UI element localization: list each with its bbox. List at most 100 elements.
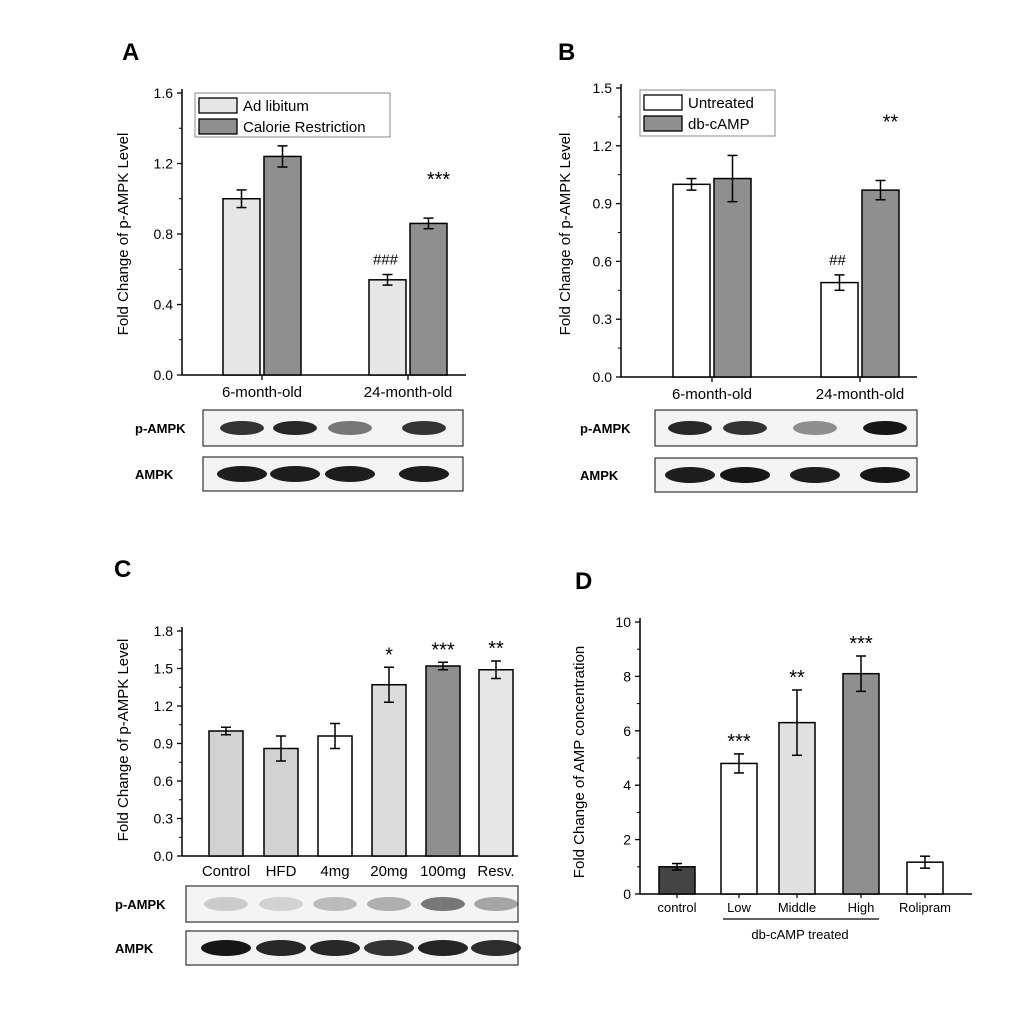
panel-c-blot-band-ampk (310, 940, 360, 956)
panel-c-blot-band-ampk (418, 940, 468, 956)
panel-c-y-tick-label: 0.0 (154, 848, 174, 864)
panel-b-blot-label-p-ampk: p-AMPK (580, 421, 631, 436)
panel-c-blot-band-ampk (201, 940, 251, 956)
panel-a-significance-label: *** (427, 169, 451, 191)
panel-c-blot-band-p-ampk (367, 897, 411, 911)
panel-d-y-axis-label: Fold Change of AMP concentration (571, 646, 588, 878)
panel-c-y-tick-label: 1.8 (154, 623, 174, 639)
panel-a-y-tick-label: 0.0 (154, 367, 174, 383)
panel-d-group-label: db-cAMP treated (751, 927, 848, 942)
panel-b-bar (861, 189, 900, 378)
panel-a-x-tick-label: 6-month-old (222, 384, 302, 401)
panel-d-y-tick-label: 8 (623, 668, 631, 684)
panel-c-bar (317, 735, 353, 857)
panel-a-legend-label: Ad libitum (243, 98, 309, 115)
panel-c-y-tick-label: 1.2 (154, 698, 174, 714)
panel-c-blot-label-p-ampk: p-AMPK (115, 897, 166, 912)
panel-a-legend-swatch (198, 118, 238, 135)
panel-c-blot-label-ampk: AMPK (115, 941, 154, 956)
panel-c-x-tick-label: 20mg (370, 863, 408, 880)
panel-c-bar (208, 730, 244, 857)
panel-d-significance-label: *** (849, 633, 873, 655)
panel-c-bar (371, 684, 407, 857)
panel-a-blot-band-ampk (217, 466, 267, 482)
panel-b-x-tick-label: 6-month-old (672, 386, 752, 403)
panel-c-y-tick-label: 0.3 (154, 811, 174, 827)
panel-a-significance-label: ### (373, 252, 399, 269)
panel-b-blot-band-ampk (720, 467, 770, 483)
panel-a-x-tick-label: 24-month-old (364, 384, 452, 401)
panel-b-legend-swatch (643, 94, 683, 111)
panel-d-x-tick-label: Low (727, 900, 751, 915)
panel-a-blot-band-p-ampk (273, 421, 317, 435)
panel-c-y-tick-label: 0.6 (154, 773, 174, 789)
panel-c-bar (478, 669, 514, 857)
panel-d-bar (778, 721, 816, 895)
panel-a-bar (409, 222, 448, 376)
panel-a-y-tick-label: 1.6 (154, 85, 174, 101)
panel-d-x-tick-label: control (657, 900, 696, 915)
panel-c-x-tick-label: 4mg (320, 863, 349, 880)
panel-b-blot-band-p-ampk (723, 421, 767, 435)
panel-b-x-tick-label: 24-month-old (816, 386, 904, 403)
panel-c-blot-band-p-ampk (474, 897, 518, 911)
panel-c-x-tick-label: Resv. (477, 863, 514, 880)
panel-b-y-tick-label: 0.9 (593, 196, 613, 212)
panel-a-blot-band-ampk (399, 466, 449, 482)
panel-c-blot-band-ampk (256, 940, 306, 956)
panel-b-blot-band-ampk (665, 467, 715, 483)
panel-c-blot-band-ampk (471, 940, 521, 956)
panel-b-y-tick-label: 1.2 (593, 138, 613, 154)
panel-b-legend-swatch (643, 115, 683, 132)
panel-c-blot-band-p-ampk (421, 897, 465, 911)
panel-d-bar (842, 672, 880, 895)
panel-c-y-tick-label: 0.9 (154, 736, 174, 752)
panel-c-bar (263, 747, 299, 857)
panel-c-blot-band-p-ampk (259, 897, 303, 911)
panel-a-bar (263, 155, 302, 376)
panel-c-y-tick-label: 1.5 (154, 661, 174, 677)
panel-b-blot-band-p-ampk (668, 421, 712, 435)
panel-c-x-tick-label: 100mg (420, 863, 466, 880)
panel-c-significance-label: * (385, 644, 393, 666)
panel-b-y-tick-label: 0.6 (593, 253, 613, 269)
panel-a-blot-band-p-ampk (328, 421, 372, 435)
panel-b-bar (713, 177, 752, 378)
panel-b-significance-label: ## (829, 252, 846, 269)
panel-c-panel-letter: C (114, 556, 131, 583)
panel-d-y-tick-label: 6 (623, 723, 631, 739)
panel-b-legend-label: db-cAMP (688, 116, 750, 133)
panel-a-blot-band-p-ampk (220, 421, 264, 435)
panel-b-significance-label: ** (883, 111, 899, 133)
panel-b-bar (672, 183, 711, 378)
panel-b-y-tick-label: 0.3 (593, 311, 613, 327)
panel-b-y-axis-label: Fold Change of p-AMPK Level (557, 133, 574, 336)
panel-b-blot-band-ampk (790, 467, 840, 483)
panel-c-blot-band-ampk (364, 940, 414, 956)
panel-d-y-tick-label: 2 (623, 832, 631, 848)
panel-d-y-tick-label: 4 (623, 777, 631, 793)
panel-d-significance-label: ** (789, 667, 805, 689)
panel-a-bar (368, 279, 407, 376)
panel-d-bar (658, 866, 696, 895)
panel-a-y-tick-label: 0.4 (154, 297, 174, 313)
panel-c-blot-band-p-ampk (313, 897, 357, 911)
panel-b-blot-band-p-ampk (863, 421, 907, 435)
panel-b-y-tick-label: 0.0 (593, 369, 613, 385)
panel-d-x-tick-label: High (848, 900, 875, 915)
panel-c-significance-label: *** (431, 639, 455, 661)
panel-c-significance-label: ** (488, 638, 504, 660)
panel-c-bar (425, 665, 461, 857)
panel-b-blot-band-ampk (860, 467, 910, 483)
panel-c-x-tick-label: HFD (266, 863, 297, 880)
panel-a-bar (222, 198, 261, 376)
panel-b-blot-band-p-ampk (793, 421, 837, 435)
panel-c-y-axis-label: Fold Change of p-AMPK Level (115, 639, 132, 842)
panel-a-blot-band-ampk (270, 466, 320, 482)
panel-d-x-tick-label: Rolipram (899, 900, 951, 915)
panel-d-y-tick-label: 0 (623, 886, 631, 902)
panel-a-blot-band-ampk (325, 466, 375, 482)
panel-d-x-tick-label: Middle (778, 900, 816, 915)
panel-c-x-tick-label: Control (202, 863, 250, 880)
panel-b-blot-label-ampk: AMPK (580, 468, 619, 483)
